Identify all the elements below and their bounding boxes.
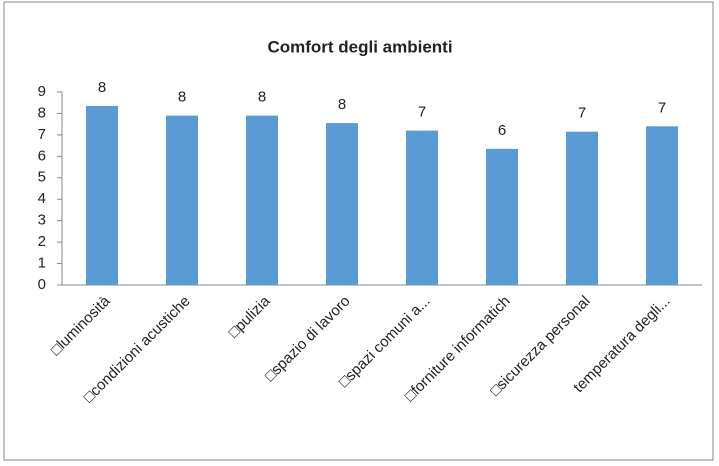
y-tick-label: 4 xyxy=(38,190,46,207)
bar xyxy=(166,115,198,285)
y-tick-label: 8 xyxy=(38,104,46,121)
bar xyxy=(646,126,678,285)
y-tick-label: 3 xyxy=(38,212,46,229)
value-label: 8 xyxy=(98,79,106,96)
y-tick-label: 2 xyxy=(38,233,46,250)
y-tick-label: 6 xyxy=(38,147,46,164)
bar xyxy=(406,130,438,285)
bar xyxy=(486,148,518,285)
value-label: 7 xyxy=(658,99,666,116)
value-label: 6 xyxy=(498,122,506,139)
chart-title: Comfort degli ambienti xyxy=(267,37,452,56)
bar xyxy=(326,123,358,285)
value-label: 7 xyxy=(578,105,586,122)
y-tick-label: 1 xyxy=(38,255,46,272)
y-tick-label: 0 xyxy=(38,276,46,293)
value-label: 8 xyxy=(178,89,186,106)
bar xyxy=(246,115,278,285)
bar xyxy=(566,131,598,285)
value-label: 8 xyxy=(338,96,346,113)
value-label: 8 xyxy=(258,89,266,106)
y-tick-label: 5 xyxy=(38,169,46,186)
y-tick-label: 7 xyxy=(38,126,46,143)
y-tick-label: 9 xyxy=(38,83,46,100)
bar xyxy=(86,105,118,285)
value-label: 7 xyxy=(418,104,426,121)
